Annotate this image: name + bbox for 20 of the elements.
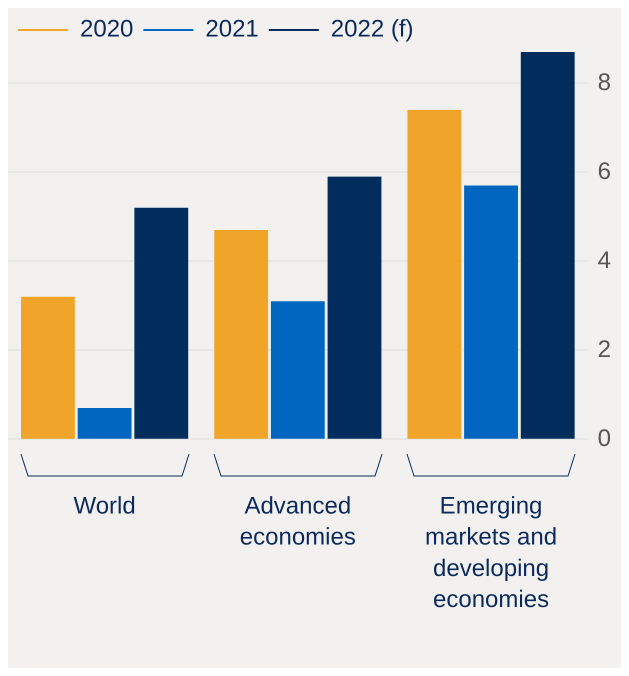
y-tick-label: 2 — [598, 336, 612, 363]
y-tick-label: 4 — [598, 246, 612, 274]
legend-label: 2022 (f) — [330, 16, 414, 43]
bar — [78, 408, 132, 439]
legend-label: 2020 — [80, 16, 134, 43]
y-tick-label: 8 — [598, 68, 612, 96]
bar — [328, 176, 382, 439]
bar — [407, 110, 462, 439]
bar — [214, 230, 268, 439]
bar — [520, 52, 575, 439]
x-tick-label: Emerging markets and developing economies — [425, 492, 558, 614]
bar — [270, 301, 325, 439]
bar — [464, 186, 518, 439]
y-tick-label: 6 — [598, 158, 612, 185]
y-tick-label: 0 — [598, 424, 612, 452]
bar — [21, 296, 75, 439]
x-tick-label: World — [73, 492, 136, 520]
x-tick-label: Advanced economies — [240, 492, 356, 551]
bar — [134, 208, 188, 439]
legend-label: 2021 — [205, 16, 259, 43]
